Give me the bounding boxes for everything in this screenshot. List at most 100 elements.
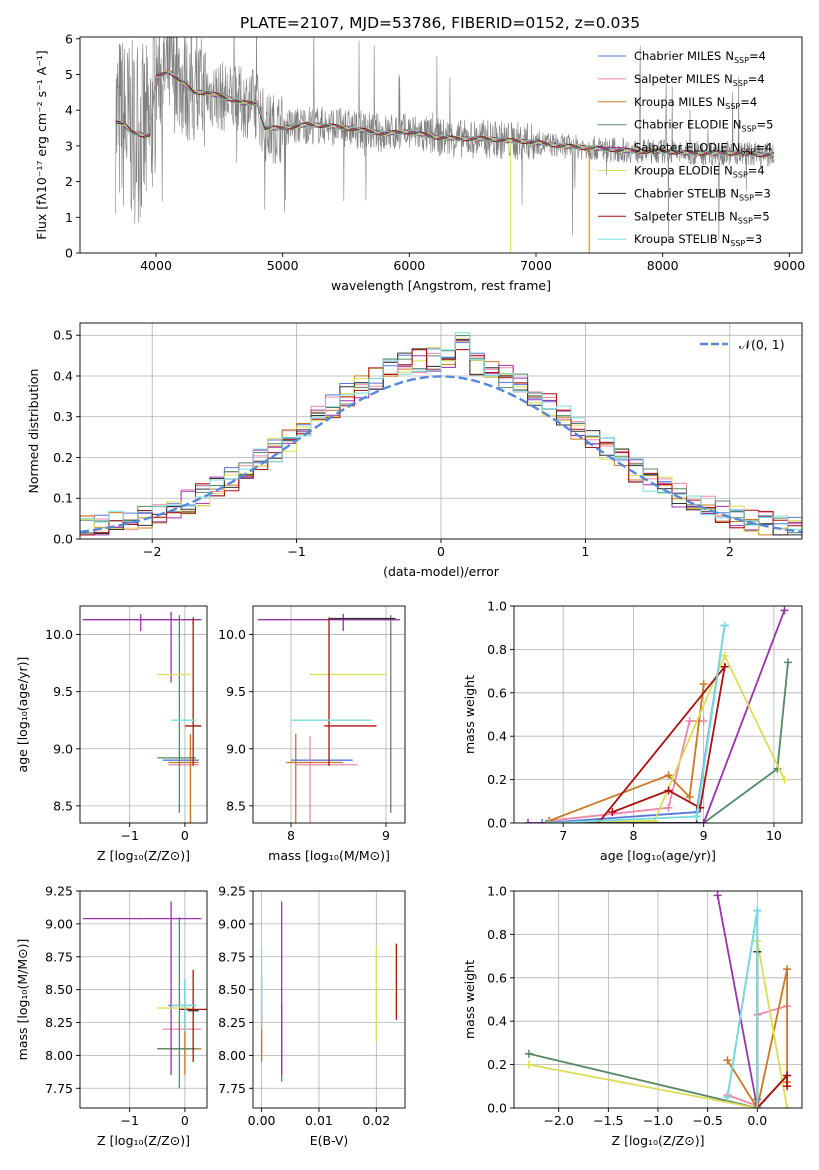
y-tick-label: 8.25: [218, 1015, 246, 1030]
x-tick-label: −1: [287, 544, 305, 559]
y-tick-label: 10.0: [45, 627, 73, 642]
plot-area: [524, 891, 792, 1108]
x-tick-label: 0.0: [747, 1113, 767, 1128]
legend-nssp-sub: SSP: [741, 125, 756, 134]
y-tick-label: 0.4: [53, 368, 73, 383]
legend-series-name: Chabrier MILES: [634, 49, 721, 63]
y-tick-label: 3: [65, 138, 73, 153]
legend-nssp-value: =4: [748, 72, 765, 86]
data-point: [170, 645, 172, 647]
plus-marker: [783, 658, 792, 667]
legend-nssp-prefix: N: [729, 209, 738, 223]
x-tick-label: −1.0: [643, 1113, 673, 1128]
data-point: [356, 617, 359, 620]
plot-area: [115, 37, 775, 253]
legend-series-name: Kroupa STELIB: [634, 232, 718, 246]
data-point: [318, 759, 321, 761]
y-tick-label: 0.2: [53, 450, 73, 465]
y-axis-label: Flux [fλ10⁻¹⁷ erg cm⁻² s⁻¹ A⁻¹]: [34, 50, 49, 239]
legend-nssp-sub: SSP: [739, 193, 754, 202]
legend-nssp-sub: SSP: [738, 216, 753, 225]
spectrum-model-line: [115, 71, 775, 157]
legend-nssp-prefix: N: [730, 186, 739, 200]
data-point: [309, 763, 311, 766]
legend-nssp-sub: SSP: [730, 239, 745, 248]
y-axis-label: mass weight: [462, 675, 477, 754]
plot-area: [257, 613, 401, 823]
x-tick-label: 0.01: [305, 1113, 333, 1128]
legend-series-name: Kroupa MILES: [634, 95, 713, 109]
y-tick-label: 0.8: [487, 927, 507, 942]
x-axis-label: wavelength [Angstrom, rest frame]: [331, 278, 551, 293]
legend-entry: Kroupa ELODIE NSSP=4: [634, 164, 765, 180]
y-tick-label: 8.50: [218, 982, 246, 997]
data-point: [186, 759, 189, 761]
data-point: [192, 725, 194, 727]
weight-line: [756, 1073, 788, 1108]
x-tick-label: 6000: [393, 258, 425, 273]
data-point: [337, 673, 340, 676]
legend-nssp-value: =3: [754, 186, 771, 200]
legend-nssp-value: =4: [755, 141, 772, 155]
y-axis-label: Normed distribution: [26, 369, 41, 494]
x-tick-label: −1: [120, 828, 138, 843]
legend-entry: Salpeter MILES NSSP=4: [634, 72, 765, 88]
legend-nssp-sub: SSP: [725, 102, 740, 111]
data-point: [375, 995, 378, 998]
x-tick-label: −1.5: [593, 1113, 623, 1128]
plus-marker: [713, 891, 722, 900]
x-tick-label: −1: [120, 1113, 138, 1128]
x-tick-label: −0.5: [692, 1113, 722, 1128]
data-point: [260, 1041, 263, 1044]
plus-marker: [692, 812, 701, 821]
y-tick-label: 8.00: [45, 1048, 73, 1063]
x-axis-label: (data-model)/error: [383, 564, 500, 579]
data-point: [395, 982, 398, 984]
legend-nssp-sub: SSP: [733, 171, 748, 180]
plot-area: [82, 901, 207, 1089]
legend-nssp-prefix: N: [722, 232, 731, 246]
x-tick-label: 8: [287, 828, 295, 843]
data-point: [178, 1048, 181, 1050]
data-point: [139, 917, 142, 920]
plot-area: [82, 611, 202, 823]
y-axis-label: mass [log₁₀(M/M⊙)]: [15, 939, 30, 1061]
x-tick-label: 7: [559, 828, 567, 843]
y-tick-label: 0.2: [487, 1057, 507, 1072]
plus-marker: [783, 1104, 792, 1108]
legend-entry: Salpeter STELIB NSSP=5: [634, 209, 770, 225]
weight-line: [549, 653, 786, 823]
legend-entry: Chabrier STELIB NSSP=3: [634, 186, 771, 202]
plus-marker: [753, 906, 762, 915]
x-tick-label: 8: [629, 828, 637, 843]
y-tick-label: 0.0: [53, 532, 73, 547]
x-tick-label: −2: [143, 544, 161, 559]
axes-frame: [252, 890, 406, 1109]
x-tick-label: 8000: [647, 258, 679, 273]
plus-marker: [783, 1071, 792, 1080]
x-axis-label: mass [log₁₀(M/M⊙)]: [268, 848, 390, 863]
y-tick-label: 4: [65, 103, 73, 118]
data-point: [178, 757, 181, 759]
legend-nssp-value: =4: [748, 164, 765, 178]
axes-frame: [79, 605, 208, 824]
legend-entry: Salpeter ELODIE NSSP=4: [634, 141, 772, 157]
plus-marker: [720, 621, 729, 630]
y-tick-label: 0.0: [487, 1101, 507, 1116]
plus-marker: [685, 717, 694, 726]
x-axis-label: Z [log₁₀(Z/Z⊙)]: [612, 1133, 705, 1148]
data-point: [173, 1007, 175, 1009]
legend-nssp-prefix: N: [717, 95, 726, 109]
y-tick-label: 8.75: [218, 949, 246, 964]
y-tick-label: 8.75: [45, 949, 73, 964]
weight-line: [597, 663, 727, 823]
x-axis-label: Z [log₁₀(Z/Z⊙)]: [97, 1133, 190, 1148]
x-axis-label: Z [log₁₀(Z/Z⊙)]: [97, 848, 190, 863]
data-point: [342, 618, 345, 621]
y-tick-label: 9.00: [218, 916, 246, 931]
data-point: [184, 719, 186, 722]
legend-nssp-prefix: N: [724, 72, 733, 86]
legend-entry: Kroupa STELIB NSSP=3: [634, 232, 762, 248]
plus-marker: [780, 775, 789, 784]
